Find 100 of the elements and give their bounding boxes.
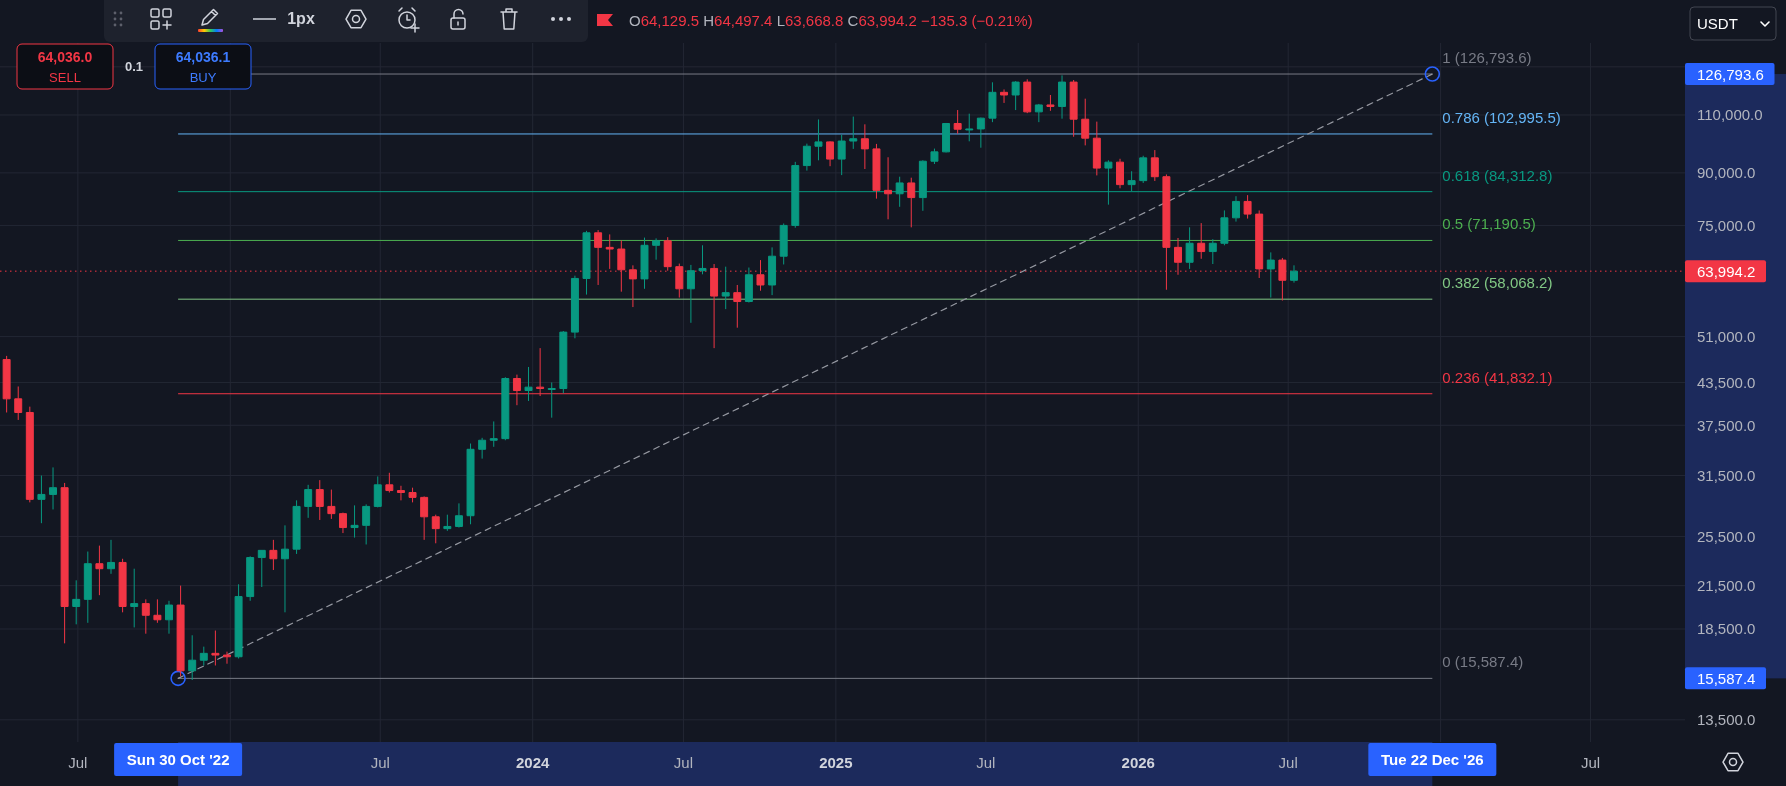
candlestick	[1116, 158, 1124, 189]
candlestick	[49, 466, 57, 510]
candlestick	[1220, 209, 1229, 246]
candlestick	[814, 118, 823, 161]
candlestick	[246, 555, 255, 602]
annotation: 64,036.0	[37, 49, 93, 65]
candlestick	[768, 246, 777, 296]
candlestick	[176, 585, 185, 677]
candlestick	[1208, 238, 1217, 265]
y-tick-label: 18,500.0	[1697, 620, 1756, 638]
ref-line-label: 0.786 (102,995.5)	[1442, 108, 1561, 126]
x-tick-label: 2026	[1121, 754, 1155, 771]
y-tick-label: 25,500.0	[1697, 527, 1756, 545]
candlestick	[826, 140, 835, 167]
candlestick	[675, 263, 684, 299]
candlestick	[37, 475, 46, 524]
ref-line-label: 0 (15,587.4)	[1442, 653, 1524, 671]
candlestick	[1023, 78, 1032, 114]
candlestick	[988, 81, 997, 123]
candlestick	[884, 156, 893, 220]
y-tick-label: 110,000.0	[1697, 106, 1763, 124]
candlestick	[199, 646, 208, 666]
candlestick	[976, 117, 985, 149]
y-tick-label: 51,000.0	[1697, 328, 1756, 346]
candlestick	[292, 499, 301, 555]
toolbar: 1px	[104, 0, 588, 42]
annotation: BUY	[189, 70, 217, 85]
candlestick	[1058, 74, 1067, 120]
ref-line-label: 63,994.2	[1697, 262, 1756, 280]
text: Tue 22 Dec '26	[1381, 751, 1484, 768]
ref-line-label: 0.5 (71,190.5)	[1442, 215, 1536, 233]
candlestick	[1081, 98, 1090, 146]
candlestick	[362, 503, 371, 545]
candlestick	[605, 233, 614, 270]
candlestick	[1046, 94, 1055, 112]
candlestick	[130, 568, 139, 628]
candlestick	[141, 598, 150, 635]
candlestick	[872, 143, 881, 200]
candlestick	[547, 381, 556, 419]
candlestick	[223, 651, 231, 665]
x-tick-label: Jul	[370, 754, 390, 771]
candlestick	[1069, 79, 1078, 138]
candlestick	[1243, 194, 1252, 220]
candlestick	[466, 443, 475, 525]
x-tick-label: Jul	[1580, 754, 1601, 771]
candlestick	[930, 148, 939, 165]
candlestick	[234, 583, 243, 659]
candlestick	[710, 263, 719, 349]
candlestick	[1197, 222, 1206, 260]
y-tick-label: 31,500.0	[1697, 467, 1756, 485]
candlestick	[338, 512, 347, 534]
y-tick-label: 13,500.0	[1697, 711, 1756, 729]
candlestick	[698, 244, 707, 275]
candlestick	[1150, 149, 1159, 182]
candlestick	[1000, 88, 1009, 104]
candlestick	[153, 598, 162, 624]
candlestick	[211, 630, 220, 666]
y-tick-label: 21,500.0	[1697, 577, 1756, 595]
candlestick	[25, 406, 34, 503]
y-tick-label: 75,000.0	[1697, 216, 1756, 234]
candlestick	[257, 549, 266, 588]
candlestick	[1185, 226, 1194, 270]
candlestick	[628, 264, 637, 308]
candlestick	[373, 475, 382, 508]
annotation: SELL	[49, 70, 81, 85]
candlestick	[95, 545, 104, 596]
candlestick	[478, 437, 487, 460]
candlestick	[1232, 195, 1240, 223]
candlestick	[524, 366, 533, 402]
candlestick	[454, 502, 463, 529]
candlestick	[1034, 103, 1043, 123]
annotation: 64,036.1	[175, 49, 231, 65]
candlestick	[652, 237, 661, 261]
annotation: 0.1	[124, 59, 144, 74]
x-tick-label: 2025	[819, 754, 853, 771]
candlestick	[83, 551, 92, 624]
candlestick	[107, 539, 115, 575]
candlestick	[304, 484, 313, 519]
candlestick	[570, 275, 579, 339]
candlestick	[582, 230, 591, 296]
candlestick	[837, 134, 846, 176]
candlestick	[953, 109, 962, 135]
ref-line-label: 0.236 (41,832.1)	[1442, 368, 1553, 386]
candlestick	[721, 266, 730, 310]
candlestick	[118, 558, 127, 613]
candlestick	[165, 600, 173, 635]
candlestick	[860, 123, 869, 170]
text: USDT	[1697, 15, 1738, 32]
candlestick	[489, 420, 498, 448]
ref-line-label: 0.382 (58,068.2)	[1442, 274, 1553, 292]
chart-subtitle: O64,129.5 H64,497.4 L63,668.8 C63,994.2 −135.3 (−0.21%)	[629, 12, 1033, 29]
x-tick-label: Jul	[673, 754, 694, 771]
candlestick	[686, 264, 695, 324]
text: Sun 30 Oct '22	[126, 751, 230, 768]
candlestick	[942, 122, 951, 153]
candlestick	[431, 514, 440, 544]
x-tick-label: Jul	[1278, 754, 1298, 771]
candlestick	[72, 579, 81, 625]
candlestick	[802, 143, 811, 172]
x-tick-label: Jul	[68, 754, 88, 771]
